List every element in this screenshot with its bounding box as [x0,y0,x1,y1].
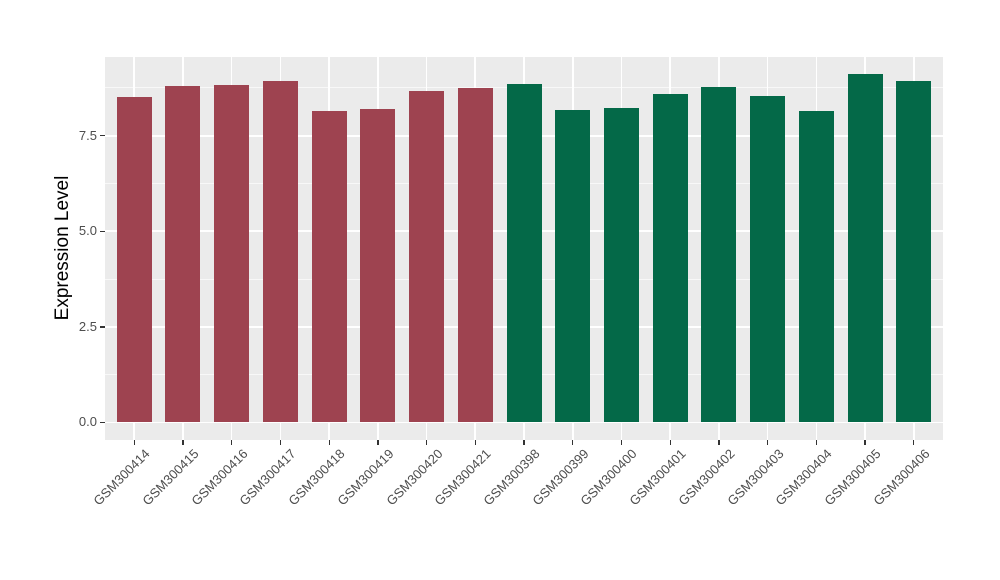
bar-GSM300399 [555,109,591,423]
x-tick-label: GSM300402 [675,446,738,509]
bar-GSM300405 [847,74,883,423]
x-tick-label: GSM300398 [480,446,543,509]
x-tick-mark [523,440,525,445]
bar-GSM300418 [311,110,347,423]
x-tick-mark [718,440,720,445]
x-tick-label: GSM300399 [529,446,592,509]
x-tick-mark [377,440,379,445]
x-tick-mark [425,440,428,445]
y-tick-label: 5.0 [78,223,97,239]
bar-GSM300401 [652,93,688,423]
x-tick-mark [328,440,330,445]
x-tick-mark [133,440,135,445]
x-tick-mark [231,440,233,445]
x-tick-label: GSM300415 [139,446,202,509]
x-tick-label: GSM300421 [431,446,494,509]
x-tick-label: GSM300416 [188,446,251,509]
x-tick-mark [182,440,184,445]
x-tick-mark [669,440,671,445]
plot-panel [105,57,943,440]
x-tick-label: GSM300419 [334,446,397,509]
bar-GSM300402 [701,87,737,423]
x-tick-label: GSM300418 [285,446,348,509]
bar-GSM300414 [116,97,152,423]
bar-GSM300398 [506,84,542,423]
y-tick-label: 0.0 [78,414,97,430]
x-tick-label: GSM300420 [382,446,446,509]
x-tick-label: GSM300405 [821,446,884,509]
x-tick-label: GSM300400 [577,446,641,509]
bar-GSM300420 [409,91,445,423]
x-tick-mark [913,440,915,445]
y-tick-label: 2.5 [78,318,97,334]
x-tick-label: GSM300406 [870,446,933,509]
bar-GSM300400 [603,108,639,423]
bar-GSM300406 [896,81,932,423]
bar-GSM300417 [262,81,298,423]
x-tick-label: GSM300414 [90,446,153,509]
bar-GSM300403 [750,95,786,423]
x-tick-mark [279,440,282,445]
y-tick-label: 7.5 [78,127,97,143]
y-axis-title: Expression Level [52,175,73,321]
bar-GSM300404 [798,110,834,423]
x-tick-label: GSM300401 [626,446,689,509]
x-tick-label: GSM300404 [772,446,835,509]
x-tick-mark [767,440,769,445]
x-tick-mark [815,440,818,445]
x-tick-mark [572,440,574,445]
x-tick-mark [864,440,866,445]
bar-GSM300415 [165,86,201,423]
x-tick-mark [620,440,623,445]
bar-GSM300421 [457,88,493,423]
bar-GSM300416 [214,84,250,423]
x-tick-mark [474,440,476,445]
x-tick-label: GSM300403 [723,446,787,509]
x-tick-label: GSM300417 [236,446,299,509]
bar-GSM300419 [360,108,396,423]
